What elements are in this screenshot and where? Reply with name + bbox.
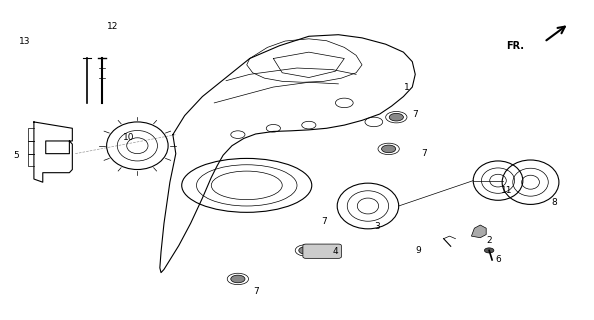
Text: 7: 7 [252,287,258,296]
Polygon shape [472,225,486,238]
Text: 7: 7 [421,149,427,158]
Text: 2: 2 [486,236,492,245]
Text: 8: 8 [551,198,557,207]
Circle shape [231,275,245,283]
Text: 10: 10 [123,133,134,142]
Circle shape [299,247,313,254]
Text: 4: 4 [333,247,338,257]
Text: 7: 7 [412,109,418,118]
Circle shape [381,145,396,153]
Circle shape [485,248,494,253]
Text: 12: 12 [107,22,118,31]
FancyBboxPatch shape [303,244,342,258]
Text: 5: 5 [13,151,19,160]
Text: 11: 11 [501,186,513,195]
Text: 9: 9 [415,246,421,255]
Text: 13: 13 [19,36,31,45]
Text: 3: 3 [374,222,380,231]
Text: 6: 6 [495,255,501,264]
Text: FR.: FR. [507,41,525,51]
Text: 7: 7 [321,217,327,226]
Circle shape [389,113,403,121]
Text: 1: 1 [403,83,409,92]
